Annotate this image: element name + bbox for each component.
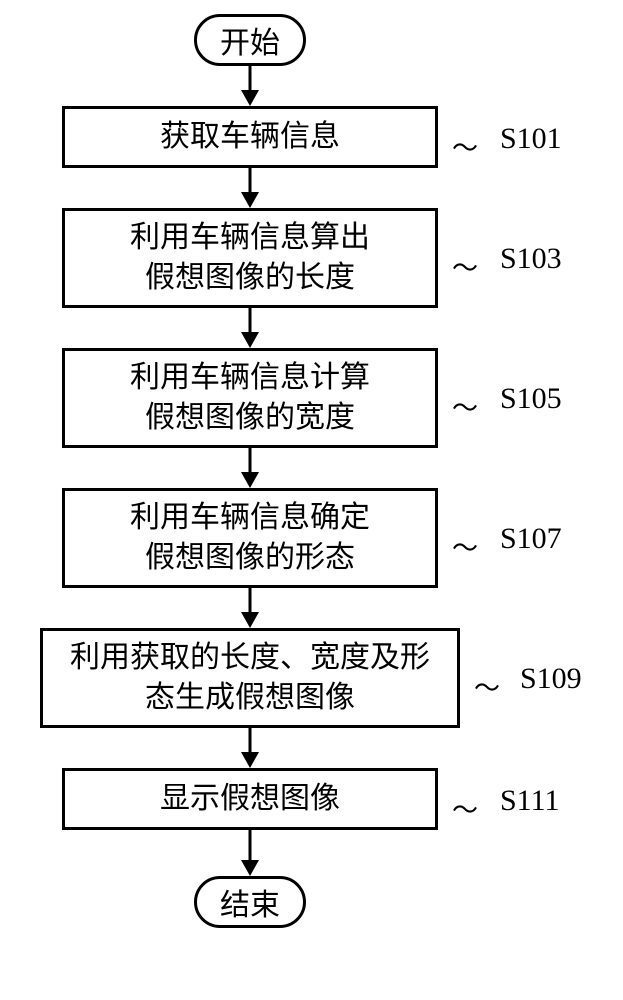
flowchart-canvas: 开始 获取车辆信息 〜 S101 利用车辆信息算出 假想图像的长度 〜 S103… xyxy=(0,0,623,1000)
arrow xyxy=(249,448,252,474)
step-label-s103: S103 xyxy=(500,242,562,276)
arrow-head-icon xyxy=(241,90,259,106)
arrow-head-icon xyxy=(241,472,259,488)
connector-tilde: 〜 xyxy=(474,668,500,705)
arrow xyxy=(249,168,252,194)
step-s101: 获取车辆信息 xyxy=(62,106,438,168)
step-text: 假想图像的宽度 xyxy=(145,398,355,439)
step-text: 利用车辆信息算出 xyxy=(130,218,370,259)
step-label-s111: S111 xyxy=(500,784,559,818)
step-s103: 利用车辆信息算出 假想图像的长度 xyxy=(62,208,438,308)
step-label-s101: S101 xyxy=(500,122,562,156)
arrow xyxy=(249,308,252,334)
step-s105: 利用车辆信息计算 假想图像的宽度 xyxy=(62,348,438,448)
terminal-end-text: 结束 xyxy=(220,880,280,924)
terminal-start: 开始 xyxy=(194,14,306,66)
terminal-start-text: 开始 xyxy=(220,18,280,62)
step-s111: 显示假想图像 xyxy=(62,768,438,830)
step-label-s109: S109 xyxy=(520,662,582,696)
arrow xyxy=(249,66,252,92)
step-text: 假想图像的长度 xyxy=(145,258,355,299)
arrow xyxy=(249,830,252,862)
step-text: 假想图像的形态 xyxy=(145,538,355,579)
arrow-head-icon xyxy=(241,752,259,768)
connector-tilde: 〜 xyxy=(452,528,478,565)
step-label-s105: S105 xyxy=(500,382,562,416)
terminal-end: 结束 xyxy=(194,876,306,928)
arrow-head-icon xyxy=(241,860,259,876)
arrow-head-icon xyxy=(241,612,259,628)
step-s107: 利用车辆信息确定 假想图像的形态 xyxy=(62,488,438,588)
connector-tilde: 〜 xyxy=(452,128,478,165)
step-text: 显示假想图像 xyxy=(160,779,340,820)
step-label-s107: S107 xyxy=(500,522,562,556)
connector-tilde: 〜 xyxy=(452,248,478,285)
connector-tilde: 〜 xyxy=(452,790,478,827)
step-text: 利用获取的长度、宽度及形 xyxy=(70,638,430,679)
arrow xyxy=(249,588,252,614)
step-text: 利用车辆信息计算 xyxy=(130,358,370,399)
step-text: 态生成假想图像 xyxy=(145,678,355,719)
arrow-head-icon xyxy=(241,332,259,348)
arrow xyxy=(249,728,252,754)
connector-tilde: 〜 xyxy=(452,388,478,425)
arrow-head-icon xyxy=(241,192,259,208)
step-text: 利用车辆信息确定 xyxy=(130,498,370,539)
step-s109: 利用获取的长度、宽度及形 态生成假想图像 xyxy=(40,628,460,728)
step-text: 获取车辆信息 xyxy=(160,117,340,158)
